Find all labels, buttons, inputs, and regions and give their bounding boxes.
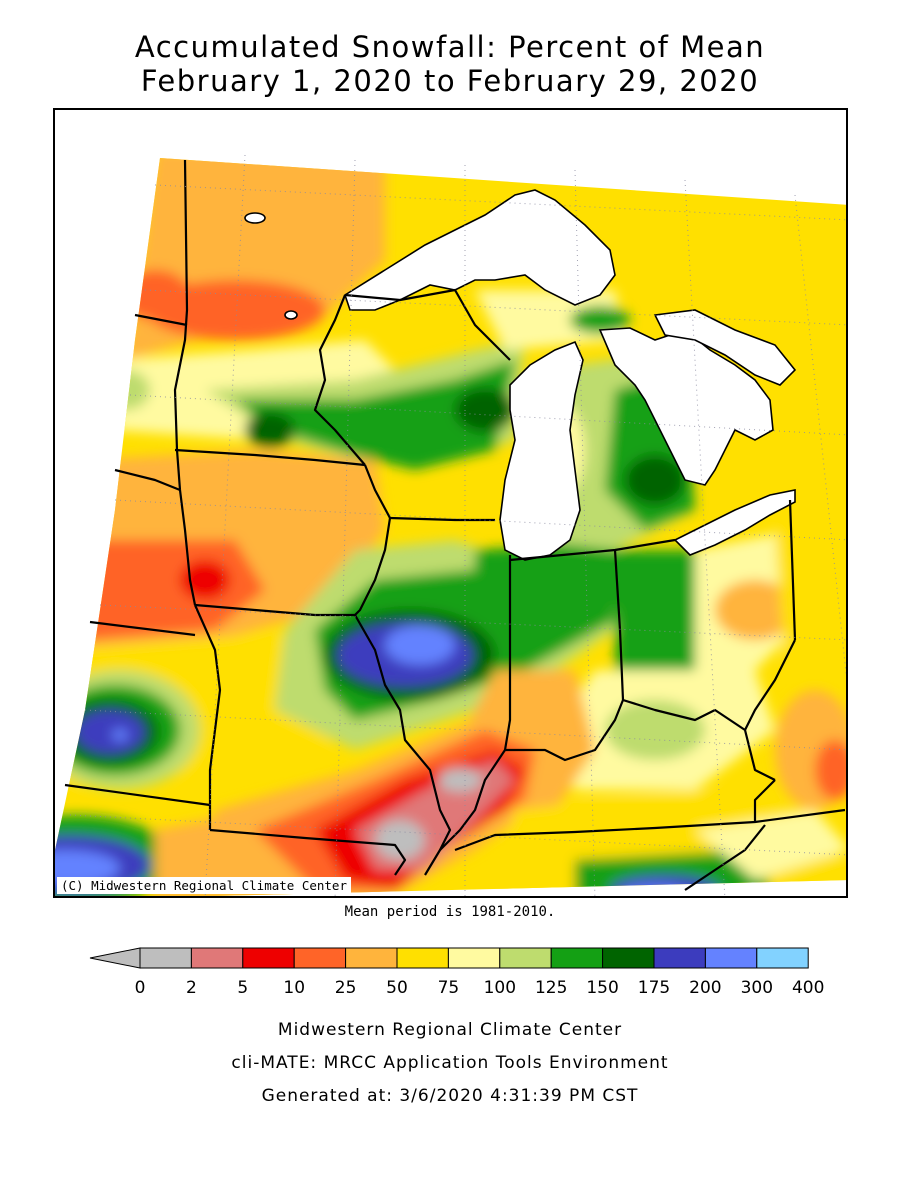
- lake-superior: [344, 189, 616, 311]
- legend-swatch: [190, 947, 244, 969]
- legend-swatch: [704, 947, 758, 969]
- border-ks-ok: [64, 783, 211, 807]
- color-legend: 0 2 5 10 25 50 75 100 125 150 175 200 300 400: [89, 947, 825, 998]
- map-canvas: [55, 154, 846, 896]
- snowfall-map: (C) Midwestern Regional Climate Center: [53, 108, 848, 898]
- legend-tick-label: 300: [741, 978, 773, 998]
- border-il-in: [503, 555, 512, 751]
- legend-swatch: [653, 947, 706, 969]
- border-wi-il: [389, 516, 495, 522]
- legend-tick-label: 400: [792, 978, 824, 998]
- border-il-mo: [354, 614, 452, 876]
- georgian-bay: [653, 309, 797, 386]
- legend-tick-label: 5: [237, 978, 248, 998]
- legend-tick-label: 175: [638, 978, 670, 998]
- legend-swatch: [396, 947, 449, 969]
- border-oh-wv: [744, 639, 796, 731]
- border-wi-ia: [363, 464, 391, 519]
- copyright-notice: (C) Midwestern Regional Climate Center: [57, 877, 351, 894]
- legend-swatch: [447, 947, 501, 969]
- legend-tick-label: 0: [135, 978, 146, 998]
- border-oh-pa: [788, 499, 797, 641]
- border-ohio-river: [505, 698, 776, 781]
- border-ne-ks: [89, 620, 196, 637]
- legend-tick-label: 25: [335, 978, 357, 998]
- legend-tick-label: 125: [535, 978, 567, 998]
- legend-tick-label: 150: [586, 978, 618, 998]
- legend-tick-label: 100: [484, 978, 516, 998]
- legend-tick-label: 50: [386, 978, 408, 998]
- border-sd-ne: [114, 468, 181, 492]
- border-mo-ks: [193, 604, 222, 830]
- legend-swatch: [602, 947, 655, 969]
- border-mn-dakotas: [173, 159, 189, 451]
- legend-swatch: [756, 947, 809, 969]
- legend-swatch: [139, 947, 192, 969]
- legend-tick-label: 2: [186, 978, 197, 998]
- legend-swatch: [242, 947, 295, 969]
- state-borders: [64, 159, 846, 891]
- legend-tick-label: 200: [689, 978, 721, 998]
- legend-swatch: [550, 947, 604, 969]
- border-mn-wi: [313, 294, 366, 466]
- legend-tick-label: 75: [438, 978, 460, 998]
- border-ky-va: [753, 779, 776, 822]
- lake-erie: [673, 489, 796, 556]
- border-in-oh: [613, 549, 625, 701]
- great-lakes: [244, 189, 797, 561]
- lake-of-the-woods: [244, 212, 266, 224]
- border-wi-mi: [344, 288, 511, 361]
- legend-under-arrow: [89, 947, 141, 969]
- border-ky-tn: [454, 808, 846, 852]
- footer-generated-time: Generated at: 3/6/2020 4:31:39 PM CST: [261, 1086, 639, 1106]
- mean-period-note: Mean period is 1981-2010.: [344, 904, 556, 920]
- legend-swatch: [499, 947, 552, 969]
- legend-swatches: [139, 947, 809, 969]
- footer-organization: Midwestern Regional Climate Center: [277, 1020, 623, 1040]
- border-mo-ar: [209, 828, 407, 876]
- percent-of-mean-field: [55, 158, 846, 896]
- border-ia-il: [354, 517, 392, 616]
- border-mn-ia: [174, 448, 366, 467]
- border-ia-ne: [175, 449, 197, 606]
- graticule: [69, 154, 846, 896]
- legend-swatch: [293, 947, 347, 969]
- legend-swatch: [345, 947, 398, 969]
- mille-lacs: [284, 310, 298, 320]
- border-il-ky: [439, 749, 506, 851]
- legend-tick-label: 10: [283, 978, 305, 998]
- map-subtitle-date-range: February 1, 2020 to February 29, 2020: [140, 64, 760, 98]
- border-nd-sd: [134, 313, 188, 327]
- map-title: Accumulated Snowfall: Percent of Mean: [134, 30, 766, 64]
- footer-tool-name: cli-MATE: MRCC Application Tools Environ…: [231, 1053, 669, 1073]
- border-tn-nc: [684, 824, 766, 891]
- legend-tick-labels: 0 2 5 10 25 50 75 100 125 150 175 200 300 400: [135, 978, 825, 998]
- border-ia-mo: [194, 603, 355, 617]
